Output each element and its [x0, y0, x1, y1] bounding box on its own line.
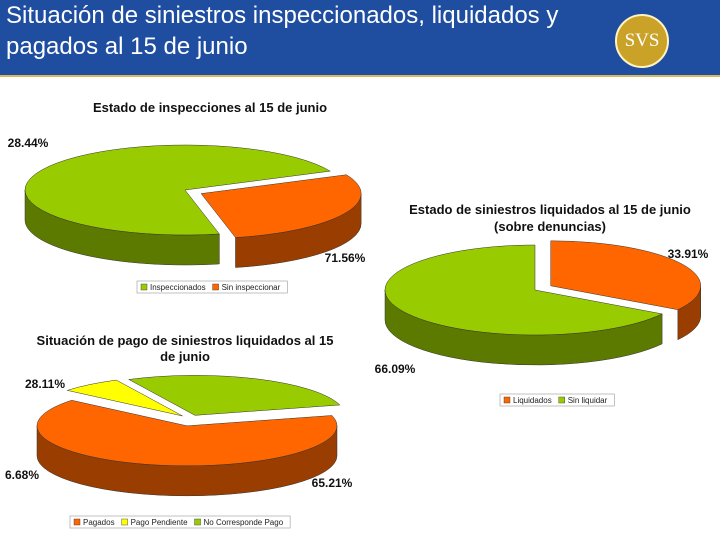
legend: Liquidados Sin liquidar: [499, 393, 615, 407]
value-label: 33.91%: [668, 247, 709, 261]
pie-slice: [200, 174, 362, 238]
legend-swatch: [73, 518, 81, 526]
value-label: 28.11%: [25, 377, 65, 391]
legend-swatch: [140, 283, 148, 291]
value-label: 6.68%: [5, 468, 39, 482]
pie-slice: [384, 244, 663, 336]
chart-title: Situación de pago de siniestros liquidad…: [36, 333, 334, 364]
legend-label: Liquidados: [513, 396, 552, 405]
chart-subtitle: (sobre denuncias): [494, 219, 606, 234]
chart-title: Estado de siniestros liquidados al 15 de…: [409, 202, 691, 217]
legend-swatch: [503, 396, 511, 404]
legend: Inspeccionados Sin inspeccionar: [136, 280, 288, 294]
legend-swatch: [121, 518, 128, 526]
legend-swatch: [212, 283, 219, 291]
legend-label: Pago Pendiente: [131, 518, 188, 527]
legend-label: Pagados: [83, 518, 115, 527]
pie-slice: [550, 240, 701, 310]
logo: SVS: [615, 14, 669, 68]
legend-swatch: [558, 396, 565, 404]
legend-frame: [136, 280, 288, 294]
value-label: 66.09%: [375, 362, 416, 376]
legend-frame: [499, 393, 615, 407]
legend-label: Inspeccionados: [150, 283, 206, 292]
value-label: 71.56%: [325, 251, 366, 265]
legend: Pagados Pago Pendiente No Corresponde Pago: [69, 515, 291, 529]
pie-slice: [66, 379, 183, 417]
pie-slice: [127, 375, 341, 416]
legend-label: Sin inspeccionar: [222, 283, 281, 292]
legend-swatch: [194, 518, 201, 526]
legend-label: Sin liquidar: [568, 396, 608, 405]
legend-label: No Corresponde Pago: [204, 518, 284, 527]
value-label: 65.21%: [312, 476, 353, 490]
value-label: 28.44%: [8, 136, 49, 150]
pie-slice: [24, 144, 332, 236]
slide-title: Situación de siniestros inspeccionados, …: [6, 2, 559, 60]
header-bar: Situación de siniestros inspeccionados, …: [0, 0, 720, 75]
pie-slice: [36, 399, 338, 467]
chart-title: Estado de inspecciones al 15 de junio: [92, 100, 328, 115]
